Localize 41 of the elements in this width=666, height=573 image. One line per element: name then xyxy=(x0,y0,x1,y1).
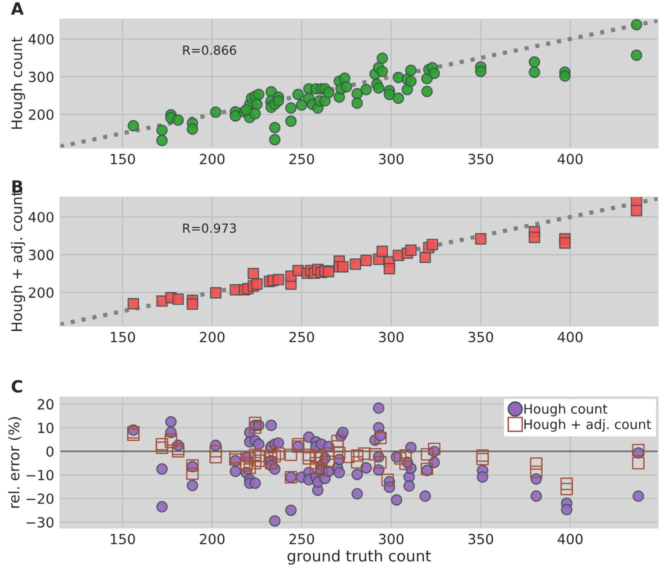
y-axis-title: rel. error (%) xyxy=(8,417,22,508)
x-tick-label: 350 xyxy=(468,154,494,164)
x-tick-label: 150 xyxy=(110,154,135,164)
x-tick-label: 400 xyxy=(558,332,583,342)
annotation: R=0.866 xyxy=(183,45,236,55)
x-tick-label: 200 xyxy=(200,154,224,164)
x-axis-title: ground truth count xyxy=(288,550,431,565)
annotation: R=0.973 xyxy=(183,223,236,233)
y-tick-label: 200 xyxy=(28,109,54,120)
legend-label: Hough count xyxy=(524,404,608,416)
x-tick-label: 300 xyxy=(379,154,404,164)
x-tick-label: 250 xyxy=(289,154,314,164)
x-tick-label: 250 xyxy=(289,332,314,342)
x-tick-label: 300 xyxy=(379,332,404,342)
y-tick-label: 20 xyxy=(38,399,54,410)
y-tick-label: 200 xyxy=(28,287,54,298)
y-tick-label: 300 xyxy=(28,250,54,260)
x-tick-label: 350 xyxy=(468,534,494,544)
y-tick-label: 400 xyxy=(28,212,54,222)
x-tick-label: 350 xyxy=(468,332,494,342)
y-axis-title: Hough + adj. count xyxy=(10,190,26,331)
y-tick-label: −20 xyxy=(26,493,54,504)
y-tick-label: 10 xyxy=(38,422,54,434)
legend-label: Hough + adj. count xyxy=(524,419,652,432)
y-tick-label: −10 xyxy=(26,470,54,480)
x-tick-label: 400 xyxy=(558,534,583,544)
y-tick-label: 300 xyxy=(28,72,54,82)
x-tick-label: 200 xyxy=(200,534,224,544)
y-tick-label: −30 xyxy=(26,517,54,528)
y-axis-title: Hough count xyxy=(10,37,26,129)
x-tick-label: 200 xyxy=(200,332,224,342)
y-tick-label: 400 xyxy=(28,34,54,44)
x-tick-label: 150 xyxy=(110,332,135,342)
x-tick-label: 300 xyxy=(379,534,404,544)
text: A xyxy=(10,2,24,15)
text: B xyxy=(12,180,22,193)
x-tick-label: 150 xyxy=(110,534,135,544)
text: C xyxy=(12,380,22,393)
y-tick-label: 0 xyxy=(46,446,54,457)
x-tick-label: 400 xyxy=(558,154,583,164)
x-tick-label: 250 xyxy=(289,534,314,544)
